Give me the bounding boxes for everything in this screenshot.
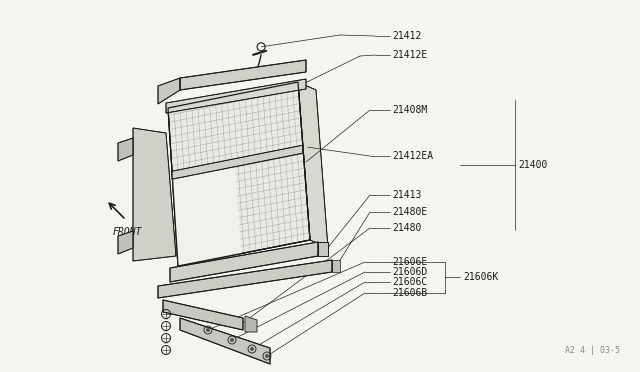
Polygon shape xyxy=(245,316,257,332)
Text: 21606C: 21606C xyxy=(392,277,428,287)
Polygon shape xyxy=(166,79,306,113)
Text: 21480: 21480 xyxy=(392,223,421,233)
Polygon shape xyxy=(332,260,340,272)
Text: 21606B: 21606B xyxy=(392,288,428,298)
Polygon shape xyxy=(158,260,332,298)
Text: 21413: 21413 xyxy=(392,190,421,200)
Circle shape xyxy=(250,347,254,351)
Text: 21606K: 21606K xyxy=(463,272,499,282)
Polygon shape xyxy=(163,300,243,330)
Polygon shape xyxy=(118,231,133,254)
Polygon shape xyxy=(133,128,176,261)
Circle shape xyxy=(206,328,210,332)
Polygon shape xyxy=(172,162,241,266)
Polygon shape xyxy=(180,60,306,90)
Text: FRONT: FRONT xyxy=(113,227,142,237)
Polygon shape xyxy=(180,318,270,364)
Polygon shape xyxy=(170,242,318,282)
Polygon shape xyxy=(118,138,133,161)
Circle shape xyxy=(230,338,234,342)
Polygon shape xyxy=(158,78,180,104)
Circle shape xyxy=(265,354,269,358)
Text: 21606D: 21606D xyxy=(392,267,428,277)
Text: 21412E: 21412E xyxy=(392,50,428,60)
Polygon shape xyxy=(172,145,303,179)
Text: 21408M: 21408M xyxy=(392,105,428,115)
Polygon shape xyxy=(318,242,328,256)
Text: 21412: 21412 xyxy=(392,31,421,41)
Text: 21606E: 21606E xyxy=(392,257,428,267)
Polygon shape xyxy=(298,82,328,248)
Polygon shape xyxy=(168,82,310,266)
Text: 21480E: 21480E xyxy=(392,207,428,217)
Text: 21400: 21400 xyxy=(518,160,547,170)
Text: A2 4 | 03-5: A2 4 | 03-5 xyxy=(565,346,620,355)
Text: 21412EA: 21412EA xyxy=(392,151,433,161)
